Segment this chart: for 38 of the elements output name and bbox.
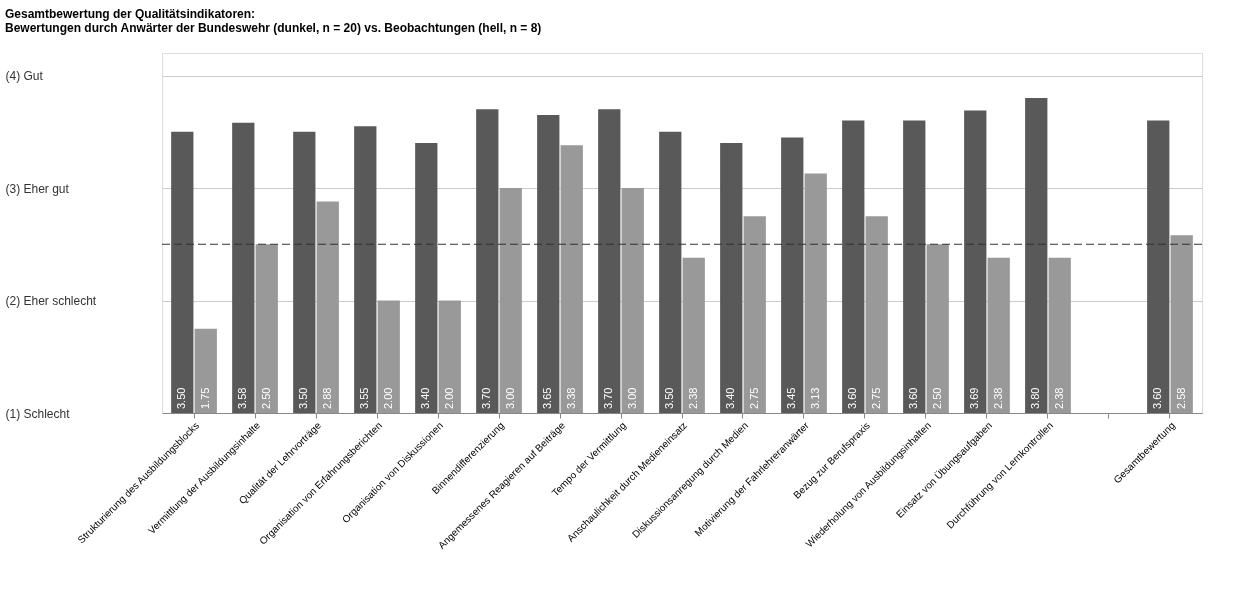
text: Bewertungen durch Anwärter der Bundeswehr (dunkel, n = 20) vs. Beobachtungen (hell, n = 8)	[5, 21, 542, 35]
data-label: 3.50	[175, 387, 188, 409]
y-tick-label: (2) Eher schlecht	[5, 294, 97, 308]
data-label: 3.60	[846, 387, 859, 409]
data-label: 3.70	[602, 387, 615, 409]
data-label: 2.38	[686, 387, 699, 409]
data-label: 3.40	[419, 387, 432, 409]
data-label: 2.00	[442, 387, 455, 409]
data-label: 3.69	[968, 387, 981, 409]
data-label: 3.55	[358, 387, 371, 409]
data-label: 3.00	[625, 387, 638, 409]
data-label: 3.65	[541, 387, 554, 409]
data-label: 2.88	[320, 387, 333, 409]
data-label: 2.00	[381, 387, 394, 409]
data-label: 3.38	[564, 387, 577, 409]
data-label: 3.60	[1151, 387, 1164, 409]
data-label: 2.58	[1174, 387, 1187, 409]
data-label: 1.75	[198, 387, 211, 409]
text: Gesamtbewertung der Qualitätsindikatoren:	[5, 7, 256, 21]
data-label: 3.45	[785, 387, 798, 409]
data-label: 3.00	[503, 387, 516, 409]
data-label: 3.58	[236, 387, 249, 409]
data-label: 3.60	[907, 387, 920, 409]
data-label: 3.40	[724, 387, 737, 409]
data-label: 2.75	[747, 387, 760, 409]
y-tick-label: (3) Eher gut	[5, 181, 70, 196]
data-label: 3.50	[663, 387, 676, 409]
data-label: 2.50	[930, 387, 943, 409]
y-tick-label: (1) Schlecht	[5, 406, 71, 421]
data-label: 2.75	[869, 387, 882, 409]
data-label: 2.38	[991, 387, 1004, 409]
data-label: 2.50	[259, 387, 272, 409]
data-label: 2.38	[1052, 387, 1065, 409]
data-label: 3.70	[480, 387, 493, 409]
data-label: 3.80	[1029, 387, 1042, 409]
y-tick-label: (4) Gut	[5, 69, 44, 83]
data-label: 3.13	[808, 387, 821, 409]
data-label: 3.50	[297, 387, 310, 409]
